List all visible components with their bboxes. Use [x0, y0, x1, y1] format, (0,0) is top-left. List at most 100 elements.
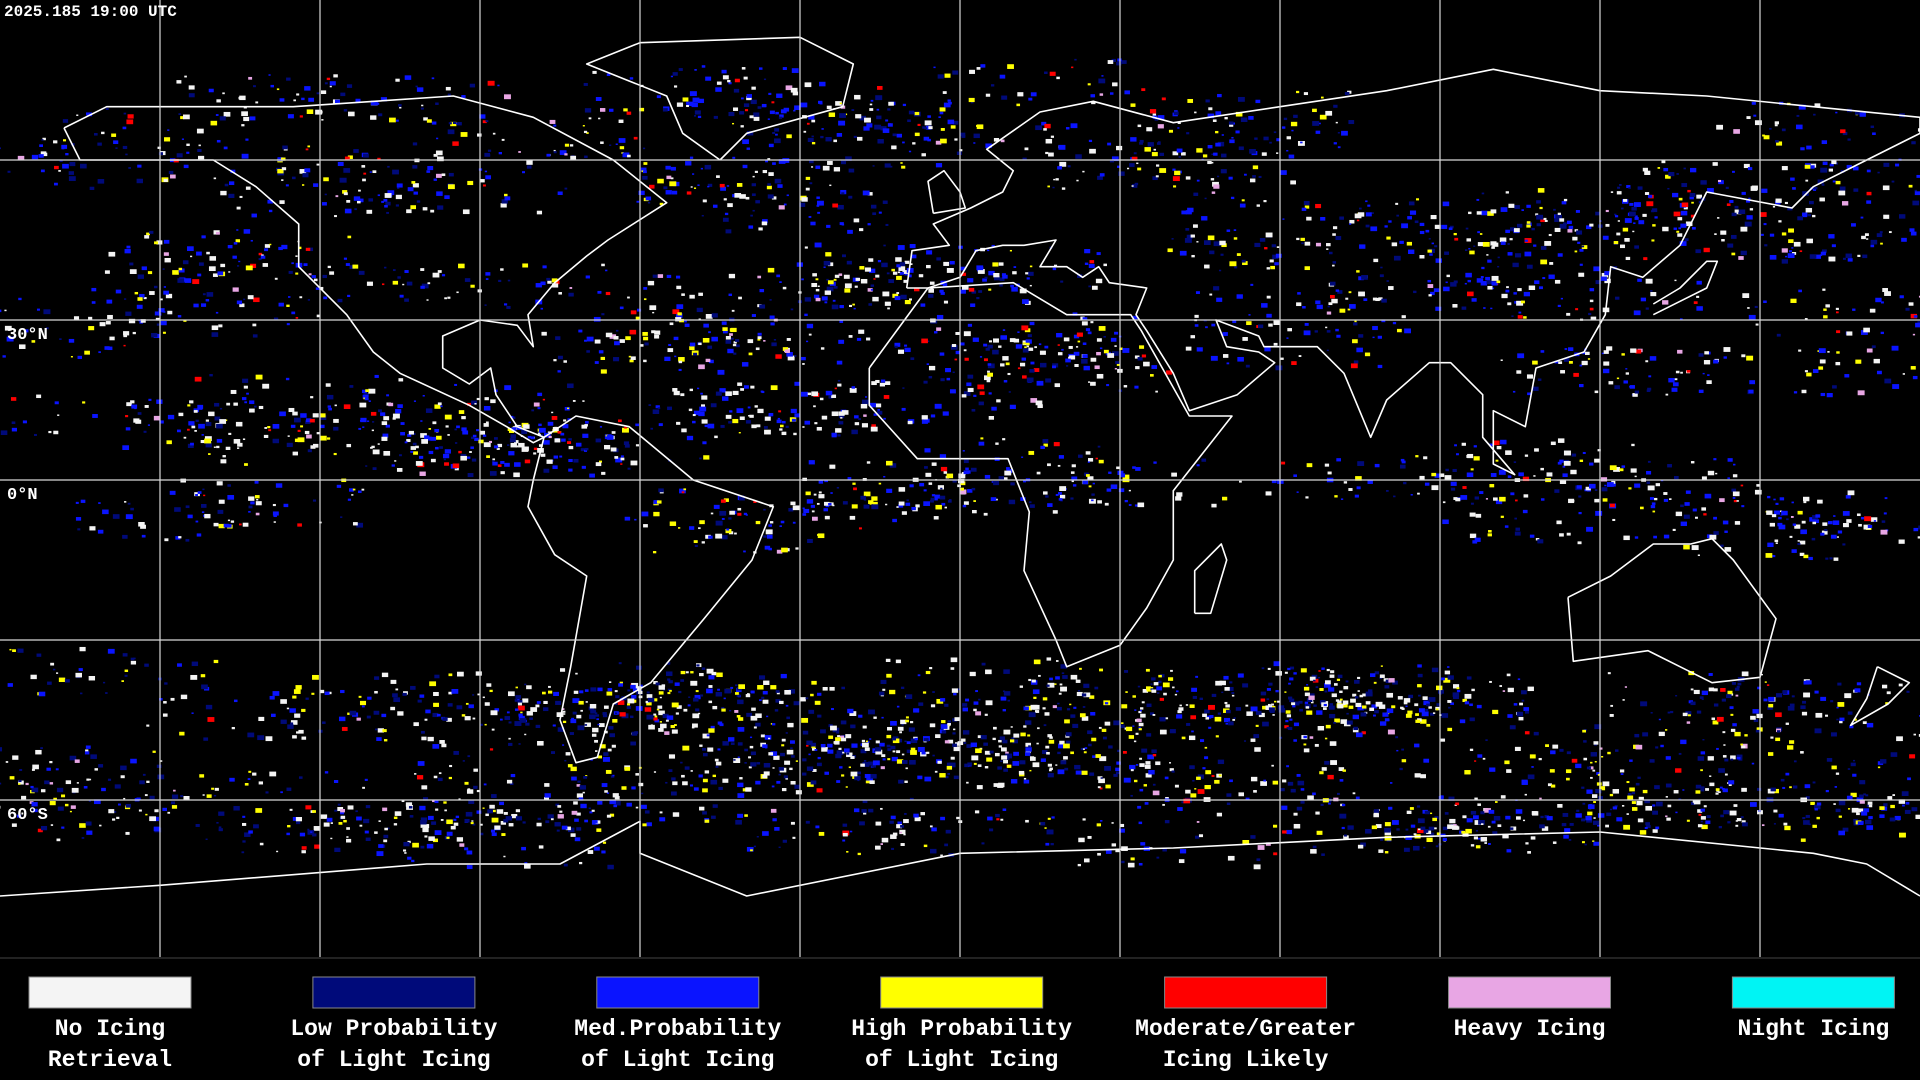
- icing-speck: [672, 781, 678, 786]
- icing-speck: [390, 679, 397, 684]
- icing-speck: [448, 673, 453, 677]
- icing-speck: [1003, 729, 1011, 735]
- icing-speck: [710, 403, 717, 408]
- icing-speck: [491, 728, 495, 731]
- icing-speck: [1403, 481, 1407, 485]
- icing-speck: [904, 740, 907, 743]
- icing-speck: [913, 813, 919, 818]
- icing-speck: [1595, 510, 1603, 516]
- icing-speck: [736, 715, 741, 718]
- icing-speck: [674, 682, 680, 686]
- icing-speck: [260, 255, 266, 259]
- icing-speck: [347, 712, 351, 715]
- icing-speck: [593, 820, 598, 824]
- icing-speck: [702, 747, 707, 751]
- icing-speck: [252, 323, 257, 327]
- icing-speck: [763, 508, 766, 511]
- icing-speck: [448, 776, 452, 780]
- icing-speck: [1065, 740, 1071, 744]
- icing-speck: [1775, 542, 1778, 544]
- icing-speck: [927, 340, 930, 343]
- icing-speck: [1456, 689, 1461, 693]
- icing-speck: [420, 730, 425, 734]
- icing-speck: [40, 747, 43, 750]
- icing-speck: [35, 749, 42, 755]
- icing-speck: [1582, 351, 1586, 355]
- icing-speck: [1066, 365, 1069, 367]
- icing-speck: [299, 832, 306, 837]
- icing-speck: [547, 421, 554, 426]
- icing-speck: [1648, 375, 1652, 378]
- icing-speck: [878, 691, 885, 696]
- icing-speck: [1632, 807, 1638, 811]
- icing-speck: [584, 449, 588, 452]
- icing-speck: [518, 713, 523, 717]
- icing-speck: [248, 510, 251, 513]
- icing-speck: [1082, 317, 1088, 321]
- icing-speck: [418, 455, 424, 459]
- icing-speck: [861, 423, 868, 428]
- icing-speck: [1467, 279, 1471, 283]
- icing-speck: [1270, 265, 1276, 270]
- icing-speck: [1820, 532, 1825, 536]
- icing-speck: [510, 434, 516, 439]
- icing-speck: [858, 714, 863, 718]
- icing-speck: [745, 694, 751, 698]
- icing-speck: [298, 246, 302, 250]
- icing-speck: [1415, 719, 1421, 723]
- icing-speck: [506, 305, 511, 309]
- icing-speck: [467, 473, 474, 478]
- icing-speck: [1209, 250, 1215, 255]
- icing-speck: [1189, 704, 1195, 708]
- icing-speck: [1473, 445, 1477, 448]
- icing-speck: [1081, 359, 1088, 364]
- icing-speck: [1629, 385, 1635, 389]
- icing-speck: [1273, 852, 1278, 856]
- icing-speck: [1248, 314, 1251, 316]
- icing-speck: [635, 665, 642, 670]
- icing-speck: [763, 763, 771, 768]
- icing-speck: [325, 383, 331, 387]
- icing-speck: [664, 731, 670, 735]
- icing-speck: [1150, 374, 1154, 377]
- icing-speck: [615, 457, 623, 463]
- icing-speck: [748, 756, 752, 759]
- icing-speck: [1343, 835, 1349, 840]
- icing-speck: [1328, 802, 1331, 805]
- icing-speck: [646, 691, 650, 694]
- icing-speck: [447, 434, 450, 436]
- icing-speck: [514, 699, 519, 702]
- icing-speck: [236, 229, 239, 231]
- icing-speck: [1181, 801, 1185, 804]
- icing-speck: [514, 721, 522, 726]
- icing-speck: [614, 702, 618, 705]
- icing-speck: [1883, 803, 1888, 807]
- icing-speck: [698, 774, 703, 778]
- icing-speck: [953, 692, 957, 696]
- icing-speck: [1341, 803, 1346, 807]
- icing-speck: [1873, 358, 1880, 364]
- icing-speck: [1443, 677, 1451, 683]
- icing-speck: [703, 323, 709, 328]
- icing-speck: [583, 776, 588, 779]
- icing-speck: [1082, 706, 1086, 708]
- icing-speck: [1279, 736, 1283, 739]
- icing-speck: [144, 405, 149, 408]
- icing-speck: [634, 518, 637, 521]
- icing-speck: [472, 694, 475, 696]
- icing-speck: [316, 432, 320, 435]
- icing-speck: [998, 739, 1002, 743]
- icing-speck: [1723, 810, 1730, 815]
- icing-speck: [1090, 711, 1096, 716]
- icing-speck: [1696, 295, 1700, 298]
- icing-speck: [1515, 527, 1520, 531]
- icing-speck: [1384, 685, 1390, 689]
- icing-speck: [1834, 786, 1838, 788]
- icing-speck: [1723, 744, 1726, 746]
- icing-speck: [665, 781, 668, 784]
- icing-speck: [1599, 747, 1603, 750]
- icing-speck: [1562, 465, 1566, 468]
- icing-speck: [928, 294, 934, 298]
- icing-speck: [1250, 835, 1256, 839]
- icing-speck: [1781, 510, 1788, 516]
